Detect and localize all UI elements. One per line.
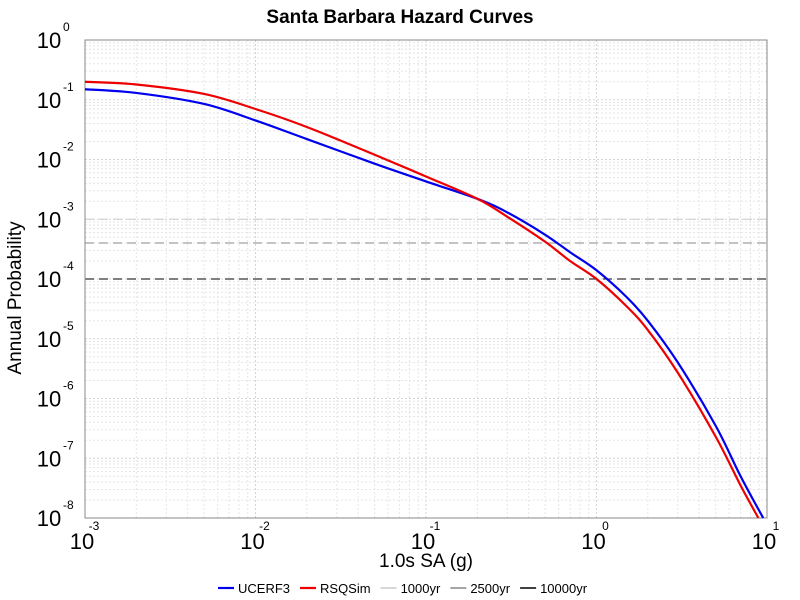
y-tick-label: 10 [37, 267, 61, 292]
y-tick-exponent: -4 [63, 259, 74, 273]
x-tick-label: 10 [581, 529, 605, 554]
y-tick-exponent: 0 [63, 20, 70, 34]
y-tick-label: 10 [37, 446, 61, 471]
y-tick-label: 10 [37, 327, 61, 352]
series-lines [84, 80, 765, 519]
x-tick-exponent: 1 [773, 519, 780, 533]
y-tick-label: 10 [37, 88, 61, 113]
x-tick-label: 10 [70, 529, 94, 554]
y-axis-label: Annual Probability [5, 221, 26, 375]
y-tick-label: 10 [37, 148, 61, 173]
y-tick-exponent: -6 [63, 379, 74, 393]
y-tick-exponent: -5 [63, 319, 74, 333]
legend: UCERF3 RSQSim 1000yr 2500yr 10000yr [218, 581, 588, 596]
legend-label-1000yr: 1000yr [401, 581, 441, 596]
x-tick-exponent: 0 [602, 519, 609, 533]
y-tick-exponent: -1 [63, 80, 74, 94]
y-tick-exponent: -2 [63, 140, 74, 154]
grid [84, 40, 767, 519]
y-tick-label: 10 [37, 207, 61, 232]
series-line-rsqsim [84, 80, 760, 519]
x-tick-label: 10 [411, 529, 435, 554]
y-tick-exponent: -3 [63, 199, 74, 213]
chart-title: Santa Barbara Hazard Curves [266, 7, 533, 28]
legend-label-2500yr: 2500yr [470, 581, 510, 596]
y-tick-label: 10 [37, 387, 61, 412]
series-line-ucerf3 [84, 88, 765, 519]
legend-label-ucerf3: UCERF3 [238, 581, 290, 596]
y-tick-label: 10 [37, 28, 61, 53]
x-tick-label: 10 [752, 529, 776, 554]
reference-lines [85, 218, 767, 280]
legend-label-10000yr: 10000yr [540, 581, 588, 596]
plot-frame [84, 39, 768, 519]
x-tick-exponent: -1 [430, 519, 441, 533]
y-tick-label: 10 [37, 506, 61, 531]
x-tick-exponent: -2 [259, 519, 270, 533]
y-tick-exponent: -8 [63, 498, 74, 512]
x-tick-label: 10 [240, 529, 264, 554]
x-axis-label: 1.0s SA (g) [379, 551, 473, 572]
x-tick-exponent: -3 [89, 519, 100, 533]
legend-label-rsqsim: RSQSim [320, 581, 371, 596]
y-tick-exponent: -7 [63, 438, 74, 452]
